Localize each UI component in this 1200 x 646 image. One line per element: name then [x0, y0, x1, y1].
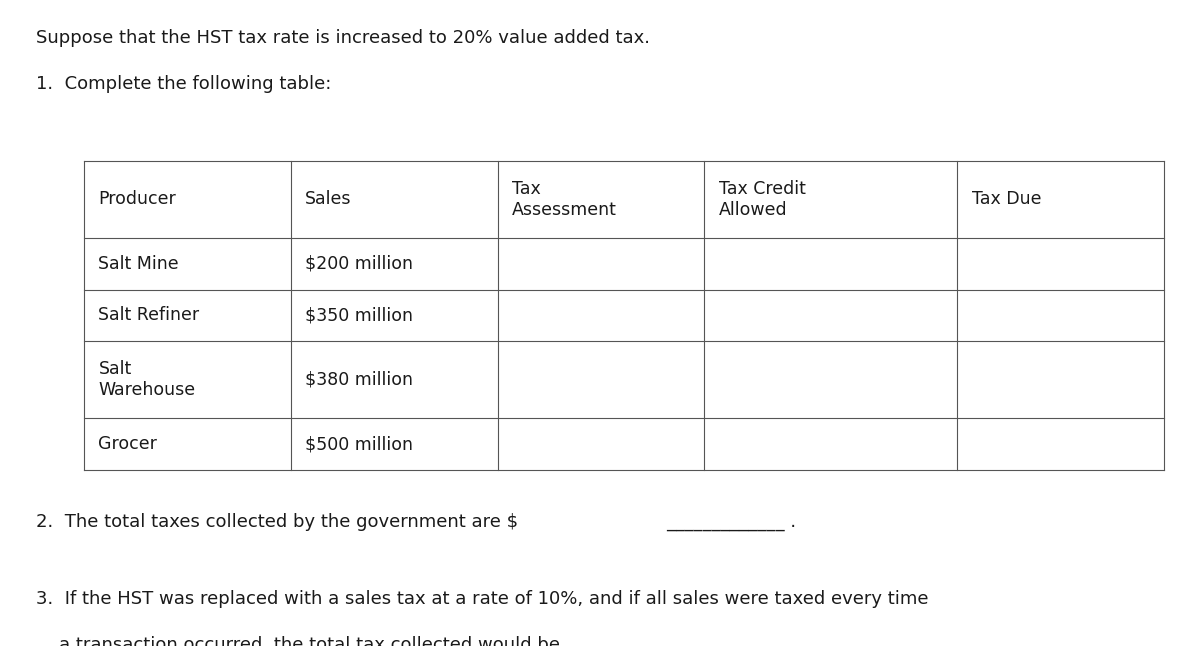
Text: $350 million: $350 million	[305, 306, 413, 324]
Text: Sales: Sales	[305, 190, 352, 208]
Text: Suppose that the HST tax rate is increased to 20% value added tax.: Suppose that the HST tax rate is increas…	[36, 28, 650, 47]
Text: Producer: Producer	[98, 190, 176, 208]
Text: 3.  If the HST was replaced with a sales tax at a rate of 10%, and if all sales : 3. If the HST was replaced with a sales …	[36, 590, 929, 609]
Text: Salt
Warehouse: Salt Warehouse	[98, 360, 196, 399]
Text: a transaction occurred, the total tax collected would be: a transaction occurred, the total tax co…	[36, 636, 560, 646]
Text: 2.  The total taxes collected by the government are $: 2. The total taxes collected by the gove…	[36, 513, 518, 531]
Text: $380 million: $380 million	[305, 371, 413, 389]
Text: 1.  Complete the following table:: 1. Complete the following table:	[36, 74, 331, 92]
Text: Salt Refiner: Salt Refiner	[98, 306, 199, 324]
Text: Tax Due: Tax Due	[972, 190, 1042, 208]
Text: _____________ .: _____________ .	[666, 513, 796, 531]
Text: Tax Credit
Allowed: Tax Credit Allowed	[719, 180, 805, 218]
Text: _____________ .: _____________ .	[738, 636, 868, 646]
Text: $200 million: $200 million	[305, 255, 413, 273]
Text: Grocer: Grocer	[98, 435, 157, 453]
Text: $500 million: $500 million	[305, 435, 413, 453]
Text: Salt Mine: Salt Mine	[98, 255, 179, 273]
Text: Tax
Assessment: Tax Assessment	[512, 180, 617, 218]
